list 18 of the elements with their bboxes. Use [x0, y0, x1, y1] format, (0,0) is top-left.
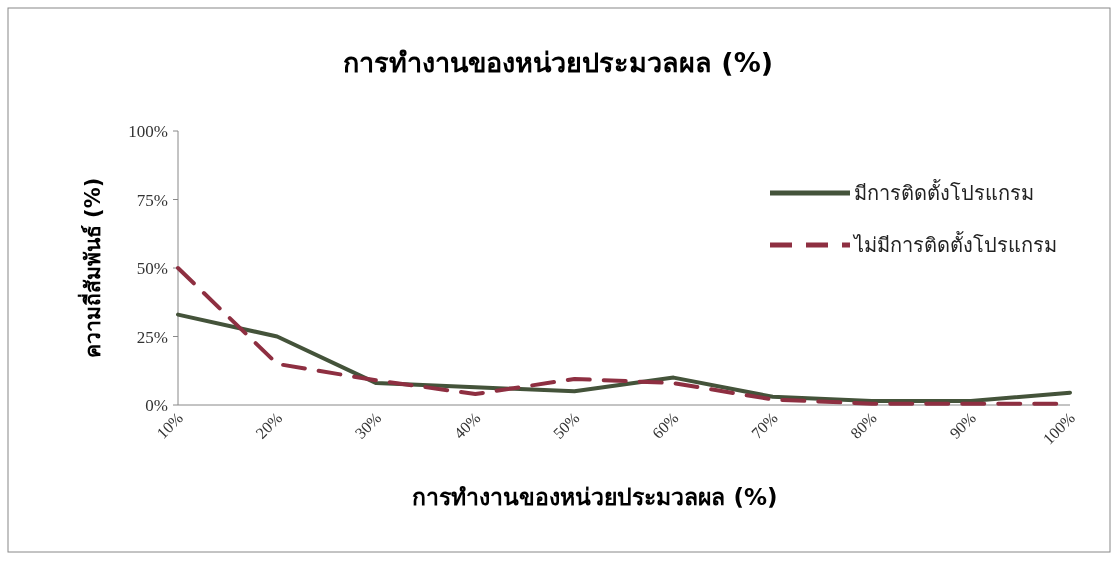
y-tick-label: 75%	[136, 190, 168, 210]
y-tick-label: 100%	[128, 122, 168, 141]
y-tick-label: 50%	[136, 259, 168, 278]
x-tick-label: 50%	[549, 409, 583, 442]
y-tick-label: 0%	[145, 396, 168, 415]
x-axis-title: การทำงานของหน่วยประมวลผล (%)	[412, 484, 778, 510]
x-tick-label: 90%	[946, 409, 980, 442]
legend-label: มีการติดตั้งโปรแกรม	[854, 179, 1034, 205]
x-tick-label: 30%	[351, 409, 385, 442]
chart-title: การทำงานของหน่วยประมวลผล (%)	[342, 47, 774, 78]
x-tick-label: 40%	[450, 409, 484, 442]
x-tick-label: 80%	[847, 409, 880, 442]
legend-label: ไม่มีการติดตั้งโปรแกรม	[852, 231, 1057, 257]
x-tick-label: 20%	[252, 409, 286, 442]
x-tick-label: 70%	[748, 409, 781, 442]
y-tick-label: 25%	[136, 327, 168, 347]
y-axis-title: ความถี่สัมพันธ์ (%)	[77, 177, 105, 359]
x-tick-label: 60%	[648, 409, 682, 442]
